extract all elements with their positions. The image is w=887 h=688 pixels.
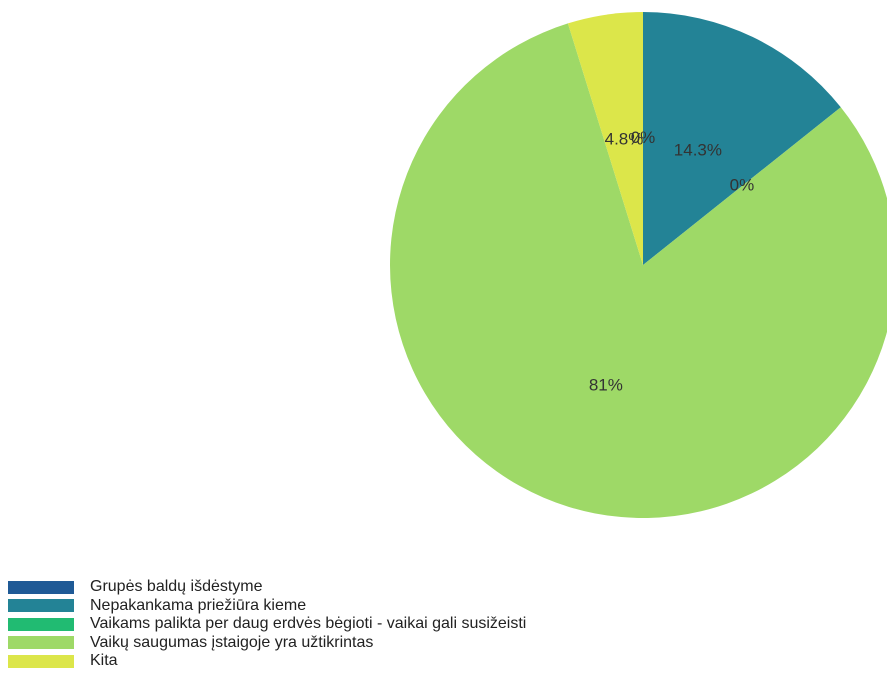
legend-item: Vaikų saugumas įstaigoje yra užtikrintas [8, 634, 526, 653]
slice-value-label: 0% [631, 128, 656, 147]
pie-slice [643, 12, 841, 265]
legend-item: Kita [8, 652, 526, 671]
legend-label: Vaikams palikta per daug erdvės bėgioti … [90, 615, 527, 633]
legend-swatch [8, 654, 74, 668]
slice-value-label: 4.8% [605, 129, 644, 148]
legend-swatch [8, 636, 74, 650]
legend: Grupės baldų išdėstyme Nepakankama prieži… [8, 578, 526, 671]
legend-label: Kita [90, 652, 118, 670]
legend-swatch [8, 617, 74, 631]
legend-item: Grupės baldų išdėstyme [8, 578, 526, 597]
pie-labels: 0% 14.3% 0% 81% 4.8% [589, 128, 754, 394]
legend-item: Nepakankama priežiūra kieme [8, 597, 526, 616]
legend-swatch [8, 580, 74, 594]
legend-label: Grupės baldų išdėstyme [90, 578, 263, 596]
pie-slice [390, 23, 887, 518]
slice-value-label: 0% [730, 176, 755, 195]
slice-value-label: 14.3% [674, 141, 722, 160]
pie-slices [390, 12, 887, 518]
legend-item: Vaikams palikta per daug erdvės bėgioti … [8, 615, 526, 634]
legend-swatch [8, 599, 74, 613]
legend-label: Vaikų saugumas įstaigoje yra užtikrintas [90, 633, 374, 651]
slice-value-label: 81% [589, 375, 623, 394]
legend-label: Nepakankama priežiūra kieme [90, 596, 307, 614]
pie-chart: 0% 14.3% 0% 81% 4.8% [390, 12, 887, 518]
pie-slice [567, 12, 643, 265]
